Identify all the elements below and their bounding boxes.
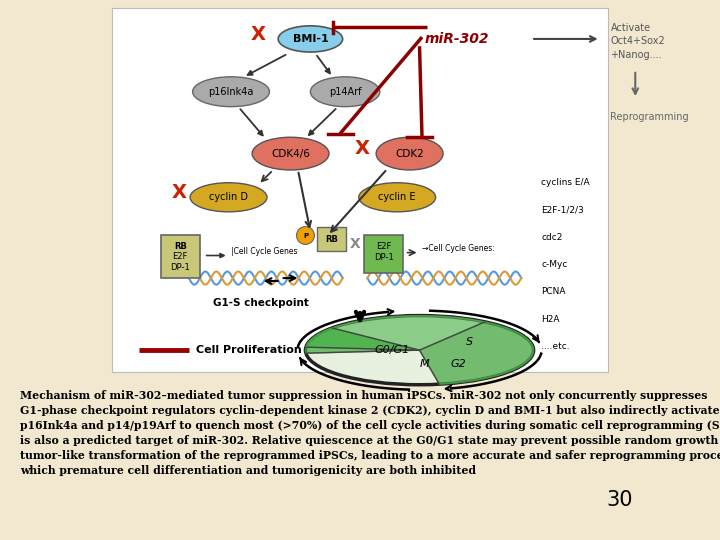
Text: P: P: [303, 233, 308, 239]
Text: cyclins E/A: cyclins E/A: [541, 178, 590, 187]
Polygon shape: [305, 328, 420, 353]
Text: X: X: [251, 25, 266, 44]
Text: 30: 30: [607, 490, 634, 510]
Text: H2A: H2A: [541, 315, 559, 323]
Polygon shape: [420, 322, 534, 384]
Text: Reprogramming: Reprogramming: [611, 112, 689, 122]
Text: ....etc.: ....etc.: [541, 342, 570, 351]
Text: cyclin E: cyclin E: [379, 192, 416, 202]
Text: |Cell Cycle Genes: |Cell Cycle Genes: [231, 247, 297, 255]
Ellipse shape: [193, 77, 269, 106]
Ellipse shape: [310, 77, 380, 106]
Ellipse shape: [305, 315, 534, 384]
Ellipse shape: [376, 137, 443, 170]
Text: E2F: E2F: [376, 242, 391, 251]
Text: X: X: [355, 139, 370, 158]
Text: RB: RB: [325, 235, 338, 244]
Text: p16Ink4a: p16Ink4a: [208, 87, 253, 97]
Text: miR-302: miR-302: [425, 32, 489, 46]
Text: X: X: [350, 237, 361, 251]
Text: c-Myc: c-Myc: [541, 260, 567, 269]
Text: cdc2: cdc2: [541, 233, 562, 242]
Ellipse shape: [278, 26, 343, 52]
Text: Mechanism of miR-302–mediated tumor suppression in human iPSCs. miR-302 not only: Mechanism of miR-302–mediated tumor supp…: [20, 390, 720, 476]
Text: CDK4/6: CDK4/6: [271, 148, 310, 159]
Text: →Cell Cycle Genes:: →Cell Cycle Genes:: [422, 244, 495, 253]
Text: p14Arf: p14Arf: [329, 87, 361, 97]
Text: DP-1: DP-1: [171, 263, 190, 272]
Text: BMI-1: BMI-1: [292, 34, 328, 44]
Ellipse shape: [359, 183, 436, 212]
Text: G1-S checkpoint: G1-S checkpoint: [213, 298, 309, 308]
FancyBboxPatch shape: [317, 227, 346, 251]
Ellipse shape: [190, 183, 267, 212]
FancyBboxPatch shape: [161, 234, 199, 278]
Ellipse shape: [252, 137, 329, 170]
Polygon shape: [306, 315, 485, 350]
Text: CDK2: CDK2: [395, 148, 424, 159]
Text: Cell Proliferation: Cell Proliferation: [197, 345, 302, 355]
Circle shape: [297, 227, 315, 245]
Text: E2F-1/2/3: E2F-1/2/3: [541, 206, 584, 214]
Text: G2: G2: [451, 359, 466, 369]
Text: PCNA: PCNA: [541, 287, 565, 296]
Text: RB: RB: [174, 242, 186, 251]
Text: Activate: Activate: [611, 23, 651, 33]
Text: S: S: [466, 337, 473, 347]
FancyBboxPatch shape: [364, 234, 403, 273]
Text: X: X: [171, 184, 186, 202]
Text: cyclin D: cyclin D: [209, 192, 248, 202]
Text: +Nanog....: +Nanog....: [611, 50, 662, 59]
Text: Oct4+Sox2: Oct4+Sox2: [611, 37, 665, 46]
Text: G0/G1: G0/G1: [374, 345, 410, 355]
Bar: [112, 8, 608, 372]
Text: M: M: [419, 359, 429, 369]
Text: E2F: E2F: [173, 252, 188, 261]
Text: DP-1: DP-1: [374, 253, 393, 262]
